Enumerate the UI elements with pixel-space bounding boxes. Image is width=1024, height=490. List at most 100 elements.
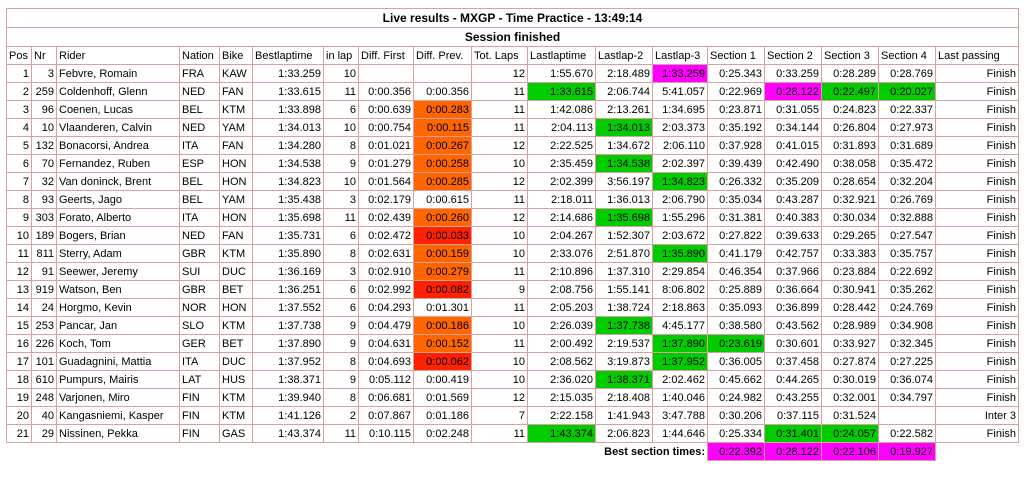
cell-best: 1:34.013: [252, 118, 324, 137]
column-header: Last passing: [934, 46, 1020, 65]
cell-passing: Finish: [934, 172, 1020, 191]
cell-bike: HON: [219, 298, 253, 317]
cell-laps: 11: [471, 100, 528, 119]
cell-s3: 0:24.823: [821, 100, 879, 119]
cell-dprev: 0:00.285: [413, 172, 472, 191]
cell-s1: 0:31.381: [707, 208, 765, 227]
cell-inlap: 10: [323, 172, 359, 191]
cell-nation: SUI: [179, 262, 220, 281]
cell-best: 1:34.280: [252, 136, 324, 155]
cell-rider: Varjonen, Miro: [56, 388, 180, 407]
cell-rider: Pumpurs, Mairis: [56, 370, 180, 389]
cell-rider: Guadagnini, Mattia: [56, 352, 180, 371]
cell-s1: 0:26.332: [707, 172, 765, 191]
cell-dprev: 0:00.283: [413, 100, 472, 119]
table-row: 16 226 Koch, Tom GER BET 1:37.890 9 0:04.631 0:0…: [6, 334, 1020, 353]
cell-last3: 1:37.952: [652, 352, 708, 371]
column-header-row: Pos Nr Rider Nation Bike Bestlaptime in lap Dif…: [6, 46, 1020, 65]
cell-rider: Van doninck, Brent: [56, 172, 180, 191]
cell-pos: 19: [6, 388, 32, 407]
cell-inlap: 8: [323, 136, 359, 155]
cell-pos: 8: [6, 190, 32, 209]
cell-bike: HON: [219, 208, 253, 227]
cell-s2: 0:36.899: [764, 298, 822, 317]
cell-pos: 2: [6, 82, 32, 101]
cell-nr: 3: [31, 64, 57, 83]
cell-last3: 1:55.296: [652, 208, 708, 227]
column-header: Section 1: [707, 46, 765, 65]
cell-nr: 248: [31, 388, 57, 407]
cell-passing: Finish: [934, 226, 1020, 245]
cell-last3: 1:37.890: [652, 334, 708, 353]
cell-nr: 29: [31, 424, 57, 443]
cell-nation: NED: [179, 82, 220, 101]
cell-last2: 1:52.307: [595, 226, 653, 245]
best-section-3: 0:22.106: [821, 442, 879, 461]
cell-best: 1:38.371: [252, 370, 324, 389]
cell-rider: Forato, Alberto: [56, 208, 180, 227]
cell-s1: 0:22.969: [707, 82, 765, 101]
cell-passing: Finish: [934, 100, 1020, 119]
cell-s2: 0:42.490: [764, 154, 822, 173]
cell-bike: KTM: [219, 100, 253, 119]
cell-dprev: 0:00.267: [413, 136, 472, 155]
best-section-1: 0:22.392: [707, 442, 765, 461]
cell-dprev: 0:00.279: [413, 262, 472, 281]
cell-s2: 0:28.122: [764, 82, 822, 101]
cell-dfirst: 0:00.754: [358, 118, 414, 137]
column-header: Lastlap-2: [595, 46, 653, 65]
cell-best: 1:36.169: [252, 262, 324, 281]
cell-dfirst: 0:04.479: [358, 316, 414, 335]
cell-laps: 12: [471, 208, 528, 227]
cell-s2: 0:44.265: [764, 370, 822, 389]
cell-pos: 17: [6, 352, 32, 371]
cell-bike: DUC: [219, 262, 253, 281]
cell-last3: 2:02.462: [652, 370, 708, 389]
cell-laps: 9: [471, 280, 528, 299]
cell-laps: 11: [471, 298, 528, 317]
cell-dprev: 0:00.186: [413, 316, 472, 335]
cell-s4: 0:22.582: [878, 424, 936, 443]
cell-dprev: 0:01.301: [413, 298, 472, 317]
cell-rider: Bogers, Brian: [56, 226, 180, 245]
cell-last2: 1:38.724: [595, 298, 653, 317]
cell-last2: 1:34.013: [595, 118, 653, 137]
cell-last3: 1:44.646: [652, 424, 708, 443]
cell-inlap: 6: [323, 280, 359, 299]
cell-dfirst: 0:10.115: [358, 424, 414, 443]
cell-last: 2:35.459: [527, 154, 596, 173]
cell-s2: 0:36.664: [764, 280, 822, 299]
cell-last2: 1:34.672: [595, 136, 653, 155]
cell-s3: 0:33.927: [821, 334, 879, 353]
cell-bike: BET: [219, 280, 253, 299]
cell-s2: 0:30.601: [764, 334, 822, 353]
cell-rider: Koch, Tom: [56, 334, 180, 353]
cell-passing: Finish: [934, 244, 1020, 263]
cell-pos: 20: [6, 406, 32, 425]
cell-best: 1:33.898: [252, 100, 324, 119]
cell-last: 2:14.686: [527, 208, 596, 227]
cell-dprev: 0:02.248: [413, 424, 472, 443]
cell-nr: 610: [31, 370, 57, 389]
cell-dprev: 0:01.186: [413, 406, 472, 425]
cell-pos: 1: [6, 64, 32, 83]
cell-s3: 0:26.804: [821, 118, 879, 137]
cell-s3: 0:27.874: [821, 352, 879, 371]
cell-rider: Horgmo, Kevin: [56, 298, 180, 317]
cell-dprev: 0:00.082: [413, 280, 472, 299]
column-header: Lastlap-3: [652, 46, 708, 65]
cell-last2: 1:37.310: [595, 262, 653, 281]
cell-s1: 0:25.889: [707, 280, 765, 299]
cell-dfirst: 0:04.631: [358, 334, 414, 353]
cell-passing: Finish: [934, 208, 1020, 227]
cell-last: 2:02.399: [527, 172, 596, 191]
cell-s3: 0:30.941: [821, 280, 879, 299]
table-row: 17 101 Guadagnini, Mattia ITA DUC 1:37.952 8 0:…: [6, 352, 1020, 371]
cell-last: 2:18.011: [527, 190, 596, 209]
cell-rider: Sterry, Adam: [56, 244, 180, 263]
cell-nation: FIN: [179, 406, 220, 425]
cell-last2: 2:19.537: [595, 334, 653, 353]
cell-s2: 0:37.966: [764, 262, 822, 281]
column-header: Section 3: [821, 46, 879, 65]
cell-rider: Seewer, Jeremy: [56, 262, 180, 281]
